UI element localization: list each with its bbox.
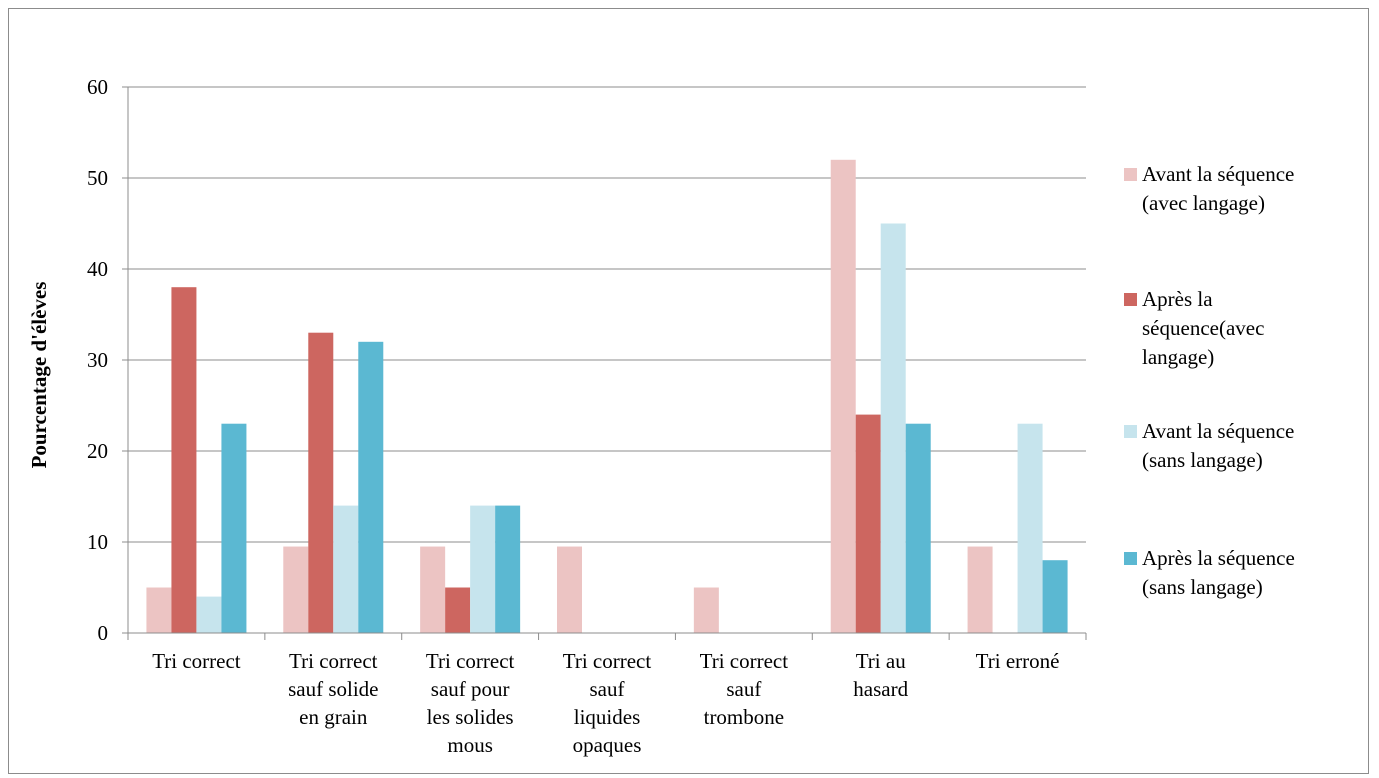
legend-label-2: Après la séquence(avec langage) [1142,287,1264,369]
y-tick-label: 30 [87,348,108,372]
category-label-line: Tri correct [152,649,241,673]
legend-label-line: Avant la séquence [1142,162,1294,186]
category-label-line: Tri erroné [976,649,1060,673]
legend-label-line: Après la séquence [1142,546,1295,570]
category-label-line: Tri correct [426,649,515,673]
legend-swatch-3 [1124,425,1137,438]
legend-label-line: séquence(avec [1142,316,1264,340]
y-tick-label: 10 [87,530,108,554]
bar-series-3-cat-1 [196,596,222,633]
category-label-line: liquides [574,705,641,729]
category-label-line: trombone [704,705,784,729]
bar-series-2-cat-1 [171,287,197,633]
y-tick-label: 40 [87,257,108,281]
bar-series-2-cat-2 [308,332,334,633]
legend-label-line: langage) [1142,345,1214,369]
chart-frame [8,8,1369,774]
bar-series-1-cat-2 [283,546,309,633]
bar-series-1-cat-7 [967,546,993,633]
legend-label-line: Après la [1142,287,1213,311]
legend-label-3: Avant la séquence (sans langage) [1142,419,1294,472]
bar-series-1-cat-1 [146,587,172,633]
bar-series-4-cat-3 [495,505,521,633]
legend-label-line: Avant la séquence [1142,419,1294,443]
legend-label-line: (avec langage) [1142,191,1265,215]
legend-swatch-1 [1124,168,1137,181]
y-axis-title: Pourcentage d'élèves [27,282,51,469]
legend-swatch-2 [1124,293,1137,306]
x-tick-labels: Tri correct Tri correct sauf solide en grai… [152,649,1059,757]
bar-series-4-cat-2 [358,341,384,633]
legend-label-4: Après la séquence (sans langage) [1142,546,1295,599]
category-label-line: hasard [853,677,908,701]
legend-label-1: Avant la séquence (avec langage) [1142,162,1294,215]
category-label-line: Tri correct [289,649,378,673]
bar-series-1-cat-4 [557,546,582,633]
bar-series-1-cat-5 [693,587,719,633]
bar-series-2-cat-3 [445,587,471,633]
category-label-line: les solides [427,705,514,729]
y-tick-labels: 0 10 20 30 40 50 60 [87,75,108,645]
grid-layer [128,86,1086,543]
axis-layer [122,86,1087,640]
bar-series-3-cat-3 [470,505,496,633]
bars-layer [146,159,1068,634]
category-label-2: Tri correct sauf solide en grain [288,649,378,729]
category-label-line: Tri correct [700,649,789,673]
y-tick-label: 50 [87,166,108,190]
legend-swatch-4 [1124,552,1137,565]
category-label-3: Tri correct sauf pour les solides mous [426,649,515,757]
category-label-line: Tri au [856,649,906,673]
bar-series-1-cat-6 [830,159,856,634]
legend: Avant la séquence (avec langage) Après la s… [1124,162,1295,599]
category-label-line: en grain [299,705,368,729]
y-tick-label: 60 [87,75,108,99]
bar-series-3-cat-2 [333,505,359,633]
y-tick-label: 20 [87,439,108,463]
bar-series-1-cat-3 [420,546,446,633]
category-label-line: mous [447,733,493,757]
bar-series-3-cat-7 [1017,423,1043,633]
bar-series-4-cat-6 [905,423,931,633]
category-label-line: sauf pour [431,677,510,701]
legend-label-line: (sans langage) [1142,575,1263,599]
category-label-7: Tri erroné [976,649,1060,673]
bar-series-4-cat-1 [221,423,247,633]
bar-series-4-cat-7 [1042,560,1068,633]
category-label-4: Tri correct sauf liquides opaques [563,649,652,757]
category-label-line: sauf solide [288,677,378,701]
category-label-line: sauf [590,677,625,701]
category-label-line: sauf [726,677,761,701]
category-label-line: opaques [573,733,642,757]
y-tick-label: 0 [98,621,109,645]
bar-series-3-cat-6 [880,223,906,633]
bar-series-2-cat-6 [855,414,881,633]
legend-label-line: (sans langage) [1142,448,1263,472]
category-label-5: Tri correct sauf trombone [700,649,789,729]
category-label-6: Tri au hasard [853,649,908,701]
category-label-line: Tri correct [563,649,652,673]
category-label-1: Tri correct [152,649,241,673]
